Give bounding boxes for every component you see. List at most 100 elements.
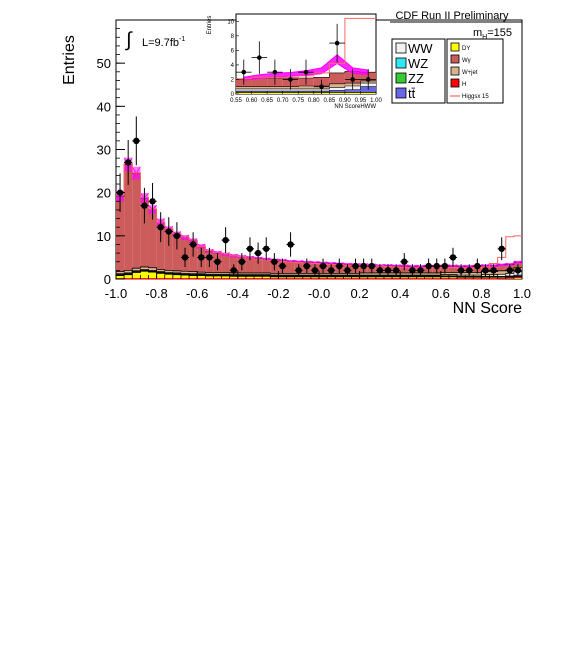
inset-x-tick-label-9: 1.00 bbox=[370, 98, 382, 104]
data-point-17 bbox=[254, 249, 262, 257]
y-axis-label: Entries bbox=[61, 35, 78, 85]
inset-x-tick-label-2: 0.65 bbox=[261, 98, 273, 104]
data-point-11 bbox=[206, 254, 213, 261]
inset-data-point-6 bbox=[334, 40, 340, 46]
inset-bar-dy-6 bbox=[329, 92, 345, 94]
x-tick-label-1: -0.8 bbox=[145, 286, 167, 301]
data-point-4 bbox=[149, 198, 156, 205]
mass-subscript: H bbox=[482, 34, 487, 41]
bar-dy-35 bbox=[400, 276, 409, 279]
inset-y-label: Entries bbox=[207, 16, 213, 35]
bar-dy-25 bbox=[319, 276, 328, 279]
legend-swatch-left-0 bbox=[395, 42, 407, 54]
inset-data-point-7 bbox=[350, 77, 355, 82]
bar-dy-41 bbox=[448, 276, 458, 279]
legend-swatch-right-2 bbox=[450, 66, 460, 76]
inset-data-point-5 bbox=[319, 84, 324, 90]
bar-dy-27 bbox=[335, 276, 344, 279]
inset-y-tick-label-5: 10 bbox=[227, 19, 234, 25]
data-point-15 bbox=[238, 258, 246, 265]
bar-dy-14 bbox=[229, 276, 238, 279]
data-point-10 bbox=[198, 254, 205, 261]
bar-dy-8 bbox=[180, 275, 190, 279]
mass-value: =155 bbox=[487, 27, 512, 39]
y-tick-label-0: 0 bbox=[104, 272, 111, 287]
data-point-18 bbox=[263, 245, 270, 252]
legend-label-right-1: Wγ bbox=[462, 58, 471, 64]
inset-x-tick-label-4: 0.75 bbox=[292, 98, 304, 104]
inset-higgs-x15-line bbox=[236, 17, 376, 80]
x-tick-label-3: -0.4 bbox=[227, 286, 249, 301]
bar-dy-22 bbox=[294, 276, 303, 279]
inset-x-tick-label-1: 0.60 bbox=[246, 98, 258, 104]
outline-dy bbox=[116, 270, 522, 278]
y-tick-label-4: 40 bbox=[97, 99, 111, 114]
bar-dy-23 bbox=[302, 276, 311, 279]
inset-data-point-4 bbox=[303, 69, 309, 75]
data-point-32 bbox=[376, 267, 384, 274]
data-point-25 bbox=[319, 262, 327, 270]
bar-dy-17 bbox=[254, 276, 263, 279]
legend-swatch-right-3 bbox=[450, 78, 460, 88]
legend-swatch-right-1 bbox=[450, 54, 460, 64]
mass-symbol: m bbox=[473, 27, 482, 39]
bar-w-17 bbox=[254, 258, 263, 279]
bar-dy-46 bbox=[489, 277, 498, 279]
x-tick-label-10: 1.0 bbox=[513, 286, 531, 301]
bar-dy-28 bbox=[343, 276, 352, 279]
bar-dy-11 bbox=[205, 275, 214, 279]
inset-bar-dy-3 bbox=[282, 92, 299, 94]
bar-w-3 bbox=[140, 197, 149, 279]
mass-label: mH=155 bbox=[473, 27, 512, 41]
bar-dy-13 bbox=[221, 275, 230, 279]
data-point-22 bbox=[295, 267, 302, 274]
bar-dy-26 bbox=[327, 276, 336, 279]
x-tick-label-9: 0.8 bbox=[472, 286, 490, 301]
bar-dy-34 bbox=[392, 276, 401, 279]
bar-dy-1 bbox=[124, 274, 133, 279]
data-points bbox=[116, 116, 522, 277]
x-tick-label-6: 0.2 bbox=[351, 286, 369, 301]
bar-dy-44 bbox=[473, 277, 482, 279]
bar-dy-7 bbox=[172, 274, 181, 279]
inset-data-point-3 bbox=[288, 77, 293, 82]
x-tick-label-8: 0.6 bbox=[432, 286, 450, 301]
legend-swatch-left-3 bbox=[395, 87, 407, 99]
data-point-9 bbox=[189, 241, 197, 248]
inset-data-points bbox=[236, 23, 376, 94]
data-point-2 bbox=[133, 137, 140, 145]
inset-bar-dy-0 bbox=[236, 92, 252, 94]
bar-dy-42 bbox=[457, 277, 466, 279]
bar-dy-31 bbox=[367, 276, 376, 279]
legend-label-right-0: DY bbox=[462, 46, 470, 52]
inset-outline-ww bbox=[236, 82, 376, 90]
data-point-24 bbox=[311, 267, 319, 274]
inset-data-point-2 bbox=[272, 69, 278, 75]
bar-dy-29 bbox=[351, 276, 360, 279]
inset-bar-tt-6 bbox=[329, 90, 345, 94]
bar-dy-38 bbox=[424, 276, 433, 279]
data-point-40 bbox=[441, 262, 449, 270]
data-point-34 bbox=[392, 267, 400, 274]
bar-dy-3 bbox=[140, 271, 149, 279]
inset-y-tick-label-1: 2 bbox=[231, 77, 235, 83]
inset-y-tick-label-4: 8 bbox=[231, 34, 235, 40]
x-tick-label-7: 0.4 bbox=[391, 286, 409, 301]
bar-w-18 bbox=[262, 259, 271, 279]
data-point-35 bbox=[401, 258, 408, 265]
data-point-46 bbox=[490, 267, 497, 274]
inset-y-tick-label-2: 4 bbox=[231, 63, 235, 69]
bar-w-35 bbox=[400, 266, 409, 279]
x-tick-label-0: -1.0 bbox=[105, 286, 127, 301]
bar-dy-19 bbox=[270, 276, 279, 279]
bar-dy-43 bbox=[465, 277, 474, 279]
inset-x-tick-label-7: 0.90 bbox=[339, 98, 351, 104]
legend-label-left-1: WZ bbox=[408, 56, 428, 71]
y-tick-label-5: 50 bbox=[97, 56, 111, 71]
bar-dy-40 bbox=[440, 276, 449, 279]
inset-bar-dy-4 bbox=[298, 92, 314, 94]
data-point-41 bbox=[449, 254, 457, 261]
